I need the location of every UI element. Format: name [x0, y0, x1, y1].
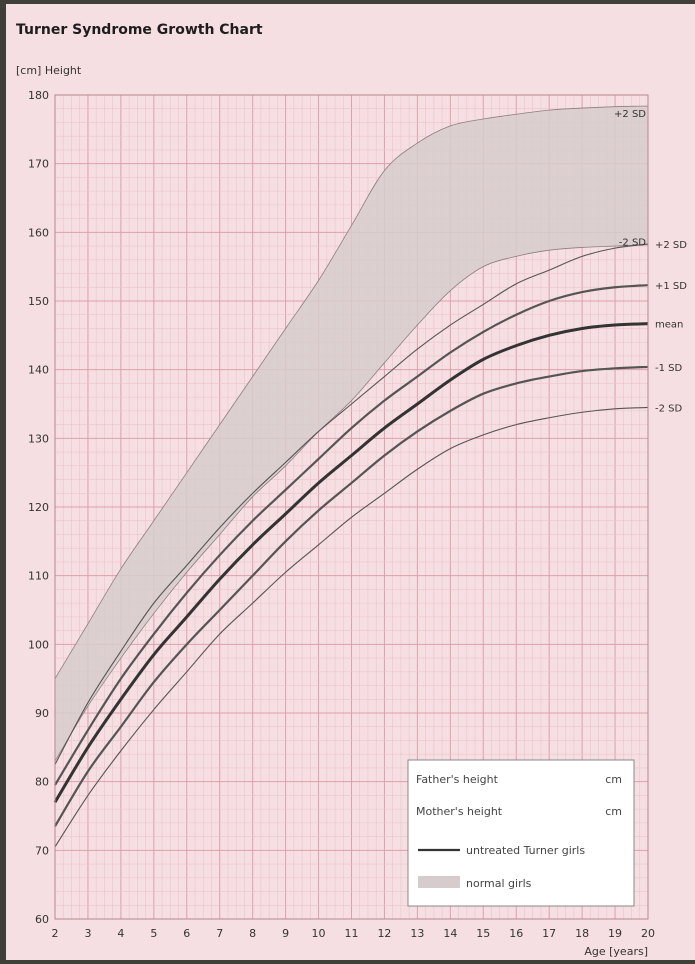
legend-band-swatch [418, 876, 460, 888]
x-tick-label: 9 [282, 927, 289, 940]
plot-frame [54, 94, 649, 920]
x-tick-label: 19 [608, 927, 622, 940]
x-tick-label: 11 [345, 927, 359, 940]
y-tick-label: 180 [28, 89, 49, 102]
series-line [54, 284, 649, 786]
x-tick-label: 17 [542, 927, 556, 940]
x-tick-label: 18 [575, 927, 589, 940]
x-tick-label: 5 [150, 927, 157, 940]
y-tick-label: 70 [35, 844, 49, 857]
y-tick-label: 150 [28, 295, 49, 308]
x-tick-label: 4 [117, 927, 124, 940]
y-axis-label: [cm] Height [16, 64, 82, 77]
father-height-label: Father's height [416, 773, 499, 786]
x-tick-label: 12 [377, 927, 391, 940]
x-tick-label: 20 [641, 927, 655, 940]
x-tick-label: 3 [84, 927, 91, 940]
series-line [54, 365, 649, 827]
y-tick-label: 100 [28, 638, 49, 651]
father-height-unit: cm [605, 773, 622, 786]
x-tick-label: 15 [476, 927, 490, 940]
x-axis-label: Age [years] [584, 945, 648, 958]
series-line [54, 406, 649, 848]
legend-normal-label: normal girls [466, 877, 532, 890]
x-tick-label: 10 [312, 927, 326, 940]
chart-title: Turner Syndrome Growth Chart [16, 22, 263, 38]
series-line [53, 322, 649, 804]
series-label: -1 SD [655, 363, 682, 374]
y-tick-label: 140 [28, 364, 49, 377]
x-tick-label: 2 [52, 927, 59, 940]
y-tick-label: 160 [28, 226, 49, 239]
y-tick-label: 60 [35, 913, 49, 926]
turner-curves [53, 243, 649, 848]
series-label: mean [655, 320, 683, 331]
x-tick-label: 13 [410, 927, 424, 940]
y-tick-label: 90 [35, 707, 49, 720]
y-tick-label: 110 [28, 570, 49, 583]
x-tick-label: 14 [443, 927, 457, 940]
mother-height-unit: cm [605, 805, 622, 818]
x-tick-label: 6 [183, 927, 190, 940]
y-tick-label: 130 [28, 432, 49, 445]
series-line [54, 243, 649, 765]
legend-turner-label: untreated Turner girls [466, 844, 585, 857]
series-label: +2 SD [655, 240, 687, 251]
x-tick-label: 8 [249, 927, 256, 940]
series-label: -2 SD [655, 403, 682, 414]
band-lower-label: -2 SD [619, 238, 646, 249]
legend: Father's height cm Mother's height cm un… [407, 759, 635, 907]
y-tick-label: 80 [35, 776, 49, 789]
y-tick-label: 120 [28, 501, 49, 514]
sd-labels: +2 SD +1 SD mean -1 SD -2 SD +2 SD -2 SD [614, 109, 687, 414]
x-tick-label: 16 [509, 927, 523, 940]
y-tick-label: 170 [28, 158, 49, 171]
band-upper-label: +2 SD [614, 109, 646, 120]
mother-height-label: Mother's height [416, 805, 503, 818]
x-tick-label: 7 [216, 927, 223, 940]
series-label: +1 SD [655, 281, 687, 292]
axis-ticks: 2 3 4 5 6 7 8 9 10 11 12 13 14 15 16 17 18 19 20 60 70 80 90 10… [28, 89, 655, 940]
